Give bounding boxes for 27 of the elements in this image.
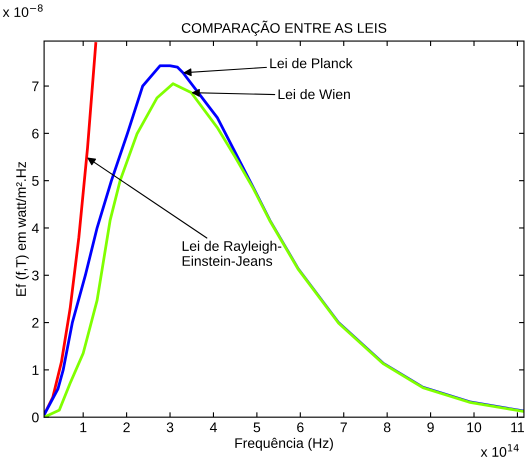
x-tick-label: 11 — [511, 422, 524, 432]
y-tick-label: 6 — [32, 128, 39, 139]
text: x 10$^{14}$ — [480, 444, 519, 457]
x-tick-label: 6 — [297, 422, 304, 432]
x-tick-label: 9 — [427, 422, 434, 432]
y-tick-label: 1 — [32, 365, 39, 375]
text: x 10$^{−8}$ — [2, 4, 43, 18]
annotation: Lei de Wien — [278, 88, 350, 100]
x-axis-title: Frequência (Hz) — [235, 438, 333, 451]
y-axis-title: Ef (f,T) em watt/m².Hz — [16, 162, 29, 296]
y-tick-label: 2 — [32, 318, 39, 328]
x-tick-label: 2 — [123, 422, 130, 432]
x-tick-label: 8 — [384, 422, 390, 432]
x-tick-label: 5 — [254, 422, 260, 432]
annotation: Lei de Planck — [270, 58, 353, 68]
y-tick-label: 0 — [32, 412, 39, 422]
annotation: Lei de Rayleigh- Einstein-Jeans — [182, 240, 282, 266]
x-tick-label: 7 — [340, 422, 347, 432]
x-tick-label: 4 — [210, 422, 217, 432]
x-tick-label: 10 — [467, 422, 482, 432]
y-tick-label: 3 — [32, 270, 39, 280]
x-tick-label: 3 — [166, 422, 174, 432]
x-tick-label: 1 — [80, 422, 86, 432]
chart-title: COMPARAÇÃO ENTRE AS LEIS — [182, 20, 386, 36]
y-tick-label: 5 — [32, 176, 39, 186]
y-tick-label: 4 — [32, 223, 39, 233]
y-tick-label: 7 — [32, 82, 39, 92]
